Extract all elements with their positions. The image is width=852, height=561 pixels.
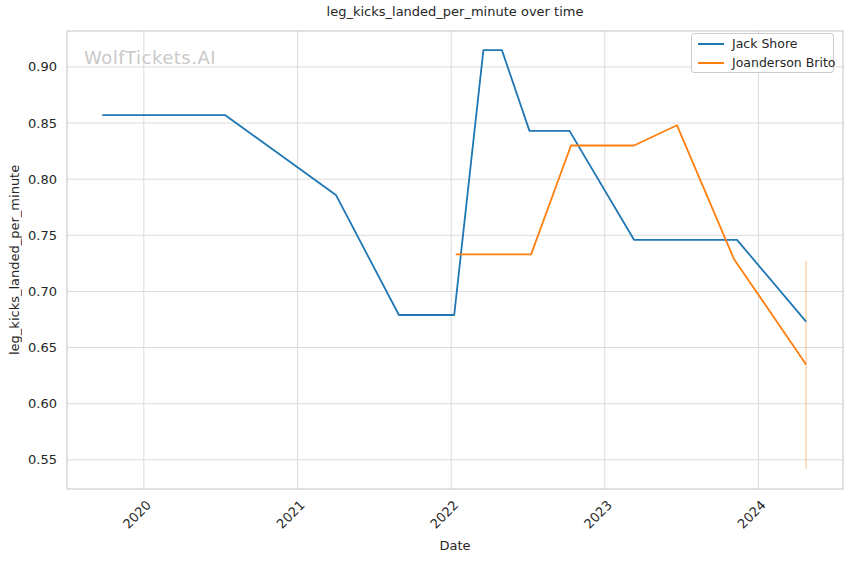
legend: Jack Shore Joanderson Brito — [691, 33, 834, 73]
x-tick-label: 2024 — [735, 498, 769, 532]
x-tick-label: 2022 — [427, 498, 461, 532]
watermark: WolfTickets.AI — [84, 47, 216, 68]
plot-border — [67, 31, 843, 489]
line-chart-canvas: 2020 2021 2022 2023 2024 0.55 0.60 0.65 0.70 0.75… — [0, 0, 852, 561]
x-tick-label: 2020 — [120, 498, 154, 532]
x-tick-label: 2021 — [274, 498, 308, 532]
series-line-joanderson-brito — [456, 125, 806, 364]
legend-item-joanderson-brito: Joanderson Brito — [692, 55, 833, 71]
y-tick-label: 0.85 — [28, 116, 57, 131]
legend-label-joanderson-brito: Joanderson Brito — [732, 55, 835, 70]
y-tick-label: 0.70 — [28, 284, 57, 299]
y-tick-label: 0.75 — [28, 228, 57, 243]
chart-title: leg_kicks_landed_per_minute over time — [67, 4, 843, 19]
y-tick-label: 0.60 — [28, 396, 57, 411]
legend-label-jack-shore: Jack Shore — [732, 36, 798, 51]
y-tick-label: 0.65 — [28, 340, 57, 355]
y-axis-label: leg_kicks_landed_per_minute — [7, 31, 22, 489]
y-tick-label: 0.55 — [28, 452, 57, 467]
y-tick-label: 0.80 — [28, 172, 57, 187]
legend-line-sample-orange — [698, 62, 724, 64]
x-tick-label: 2023 — [581, 498, 615, 532]
y-tick-label: 0.90 — [28, 59, 57, 74]
x-axis-label: Date — [67, 538, 843, 553]
legend-line-sample-blue — [698, 43, 724, 45]
chart-figure: 2020 2021 2022 2023 2024 0.55 0.60 0.65 0.70 0.75… — [0, 0, 852, 561]
series-line-jack-shore — [102, 50, 806, 322]
legend-item-jack-shore: Jack Shore — [692, 36, 833, 52]
